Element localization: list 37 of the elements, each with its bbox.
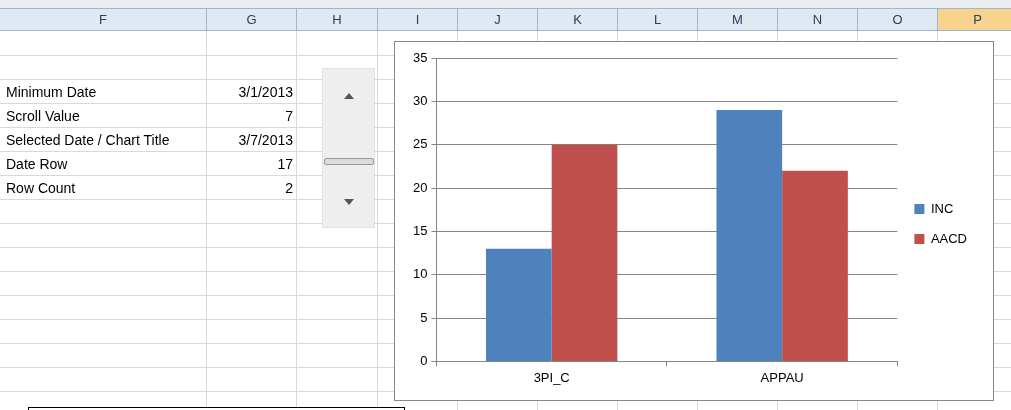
x-tick-label: 3PI_C bbox=[533, 369, 570, 385]
bar bbox=[486, 248, 552, 361]
category-label: K bbox=[538, 9, 618, 31]
category-label: L bbox=[618, 9, 698, 31]
y-tick-label: 20 bbox=[412, 179, 428, 195]
category-label: G bbox=[207, 9, 297, 31]
text: Date Row bbox=[6, 155, 68, 174]
legend-label: AACD bbox=[930, 230, 968, 246]
y-tick-label: 35 bbox=[412, 49, 428, 65]
x-tick-label: APPAU bbox=[760, 369, 804, 385]
text: 3/1/2013 bbox=[238, 83, 293, 102]
category-label: H bbox=[297, 9, 378, 31]
text: Scroll Value bbox=[6, 107, 80, 126]
text: 7 bbox=[285, 107, 293, 126]
category-label: F bbox=[0, 9, 207, 31]
text: 17 bbox=[277, 155, 293, 174]
y-tick-label: 25 bbox=[412, 136, 428, 152]
category-label: P bbox=[938, 9, 1011, 31]
y-tick-label: 0 bbox=[420, 352, 428, 368]
text: Row Count bbox=[6, 179, 76, 198]
category-label: M bbox=[698, 9, 778, 31]
y-tick-label: 10 bbox=[412, 266, 428, 282]
category-label: N bbox=[778, 9, 858, 31]
bar bbox=[551, 144, 618, 361]
text: 2 bbox=[285, 179, 293, 198]
bar bbox=[782, 170, 848, 361]
y-tick-label: 30 bbox=[412, 92, 428, 108]
category-label: J bbox=[458, 9, 538, 31]
legend-label: INC bbox=[930, 200, 954, 216]
y-tick-label: 5 bbox=[420, 309, 428, 325]
text: Selected Date / Chart Title bbox=[6, 131, 170, 150]
text: Minimum Date bbox=[6, 83, 97, 102]
category-label: O bbox=[858, 9, 938, 31]
y-tick-label: 15 bbox=[412, 222, 428, 238]
text: 3/7/2013 bbox=[238, 131, 293, 150]
bar bbox=[716, 110, 783, 361]
category-label: I bbox=[378, 9, 458, 31]
